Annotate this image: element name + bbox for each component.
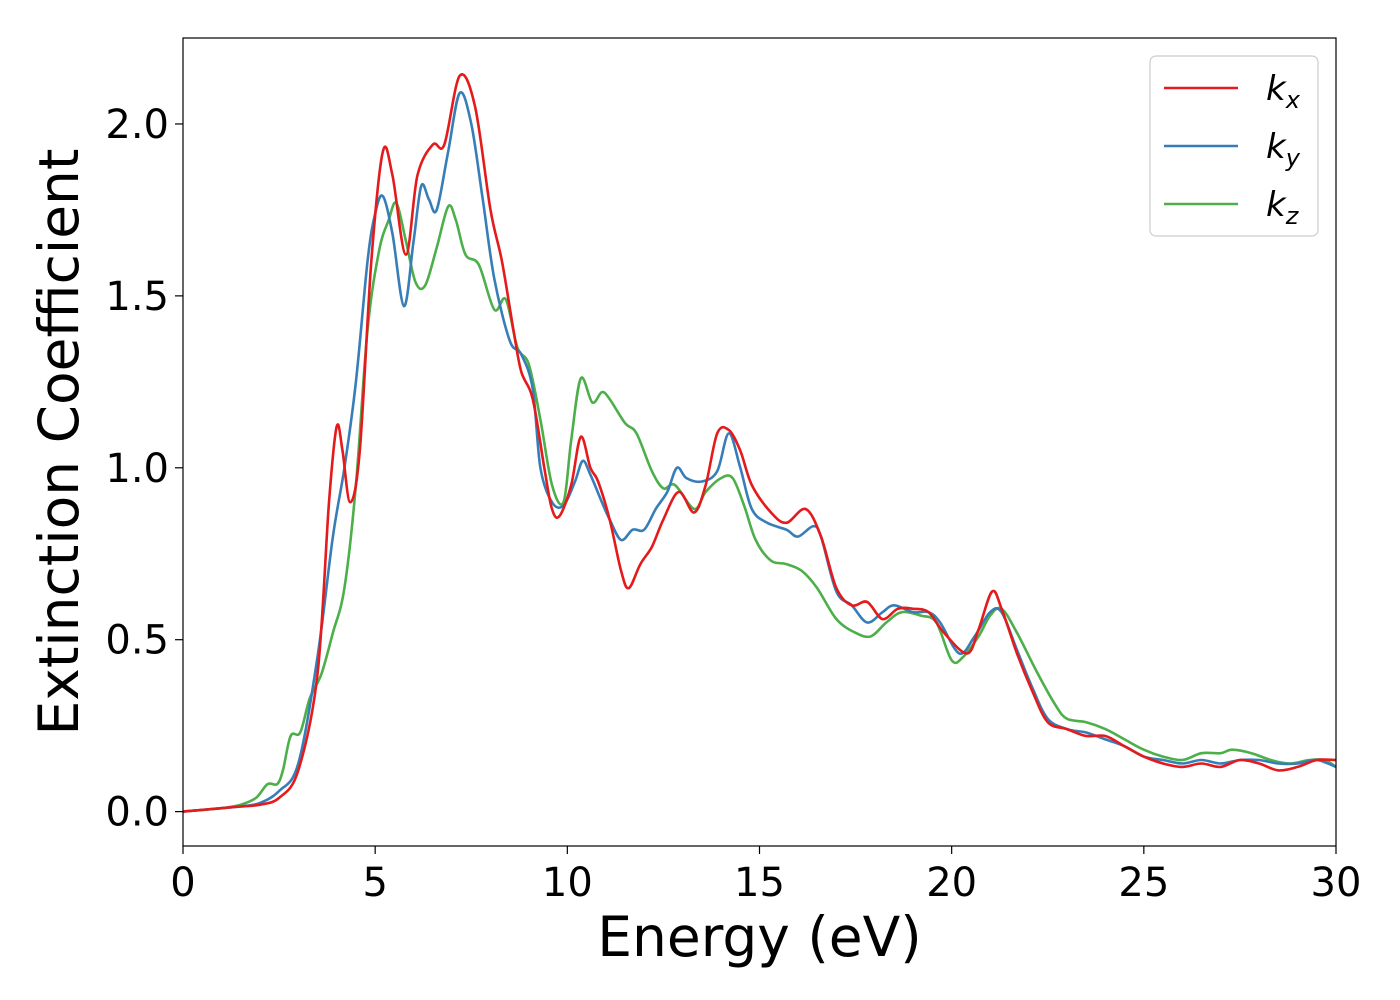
legend-label-kz: kz [1266,185,1300,230]
y-axis-label: Extinction Coefficient [27,149,91,736]
y-tick-label: 1.0 [105,446,169,492]
x-tick-label: 30 [1311,860,1362,906]
series-line-kx [183,73,1336,813]
x-axis: 0 5 10 15 20 25 30 [170,846,1361,906]
legend: kx ky kz [1149,55,1319,237]
plot-background [183,38,1336,846]
y-tick-label: 1.5 [105,274,169,320]
legend-label-kx: kx [1266,69,1301,114]
x-tick-label: 0 [170,860,195,906]
x-tick-label: 10 [542,860,593,906]
x-axis-label: Energy (eV) [597,905,921,969]
y-tick-label: 0.5 [105,618,169,664]
y-axis: 0.0 0.5 1.0 1.5 2.0 [105,102,183,836]
y-tick-label: 2.0 [105,102,169,148]
x-tick-label: 25 [1118,860,1169,906]
y-tick-label: 0.0 [105,790,169,836]
x-tick-label: 20 [926,860,977,906]
legend-label-ky: ky [1266,127,1301,172]
series-layer [183,73,1336,813]
x-tick-label: 5 [362,860,387,906]
x-tick-label: 15 [734,860,785,906]
